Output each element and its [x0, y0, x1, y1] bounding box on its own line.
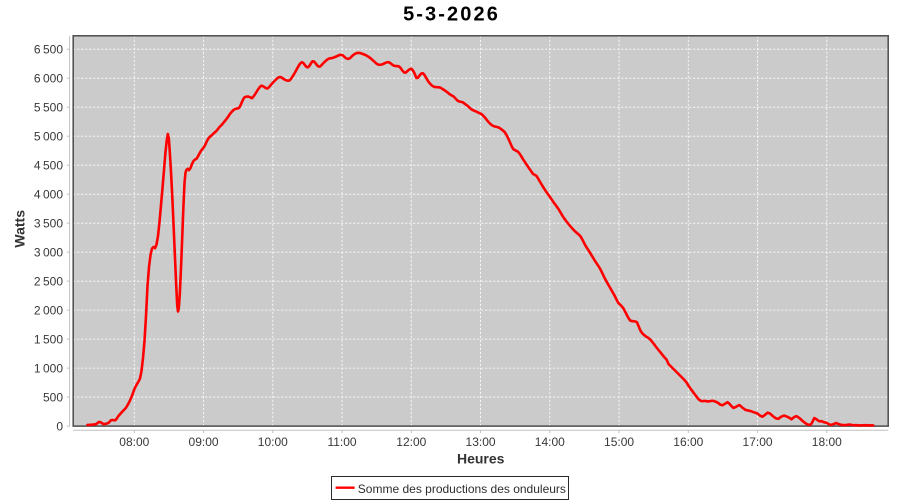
svg-text:3 000: 3 000 — [34, 245, 63, 259]
svg-text:09:00: 09:00 — [189, 435, 219, 449]
svg-text:13:00: 13:00 — [466, 435, 496, 449]
svg-text:5-3-2026: 5-3-2026 — [403, 4, 500, 26]
svg-text:15:00: 15:00 — [604, 435, 634, 449]
svg-text:5 500: 5 500 — [34, 100, 63, 114]
svg-text:17:00: 17:00 — [743, 435, 773, 449]
svg-text:4 500: 4 500 — [34, 158, 63, 172]
svg-text:6 500: 6 500 — [34, 42, 63, 56]
svg-text:Somme des productions des ondu: Somme des productions des onduleurs — [358, 482, 566, 496]
svg-text:11:00: 11:00 — [327, 435, 356, 449]
svg-text:10:00: 10:00 — [258, 435, 288, 449]
svg-text:1 000: 1 000 — [34, 361, 63, 375]
svg-text:2 500: 2 500 — [34, 274, 63, 288]
svg-text:6 000: 6 000 — [34, 71, 63, 85]
svg-text:18:00: 18:00 — [812, 435, 842, 449]
svg-text:500: 500 — [43, 390, 63, 404]
svg-text:1 500: 1 500 — [34, 332, 63, 346]
svg-text:3 500: 3 500 — [34, 216, 63, 230]
svg-text:2 000: 2 000 — [34, 303, 63, 317]
svg-text:16:00: 16:00 — [673, 435, 703, 449]
svg-text:14:00: 14:00 — [535, 435, 565, 449]
svg-text:4 000: 4 000 — [34, 187, 63, 201]
svg-text:0: 0 — [56, 419, 63, 433]
svg-text:Heures: Heures — [457, 451, 505, 467]
svg-text:5 000: 5 000 — [34, 129, 63, 143]
svg-text:Watts: Watts — [12, 210, 28, 248]
svg-text:12:00: 12:00 — [396, 435, 426, 449]
svg-text:08:00: 08:00 — [119, 435, 149, 449]
